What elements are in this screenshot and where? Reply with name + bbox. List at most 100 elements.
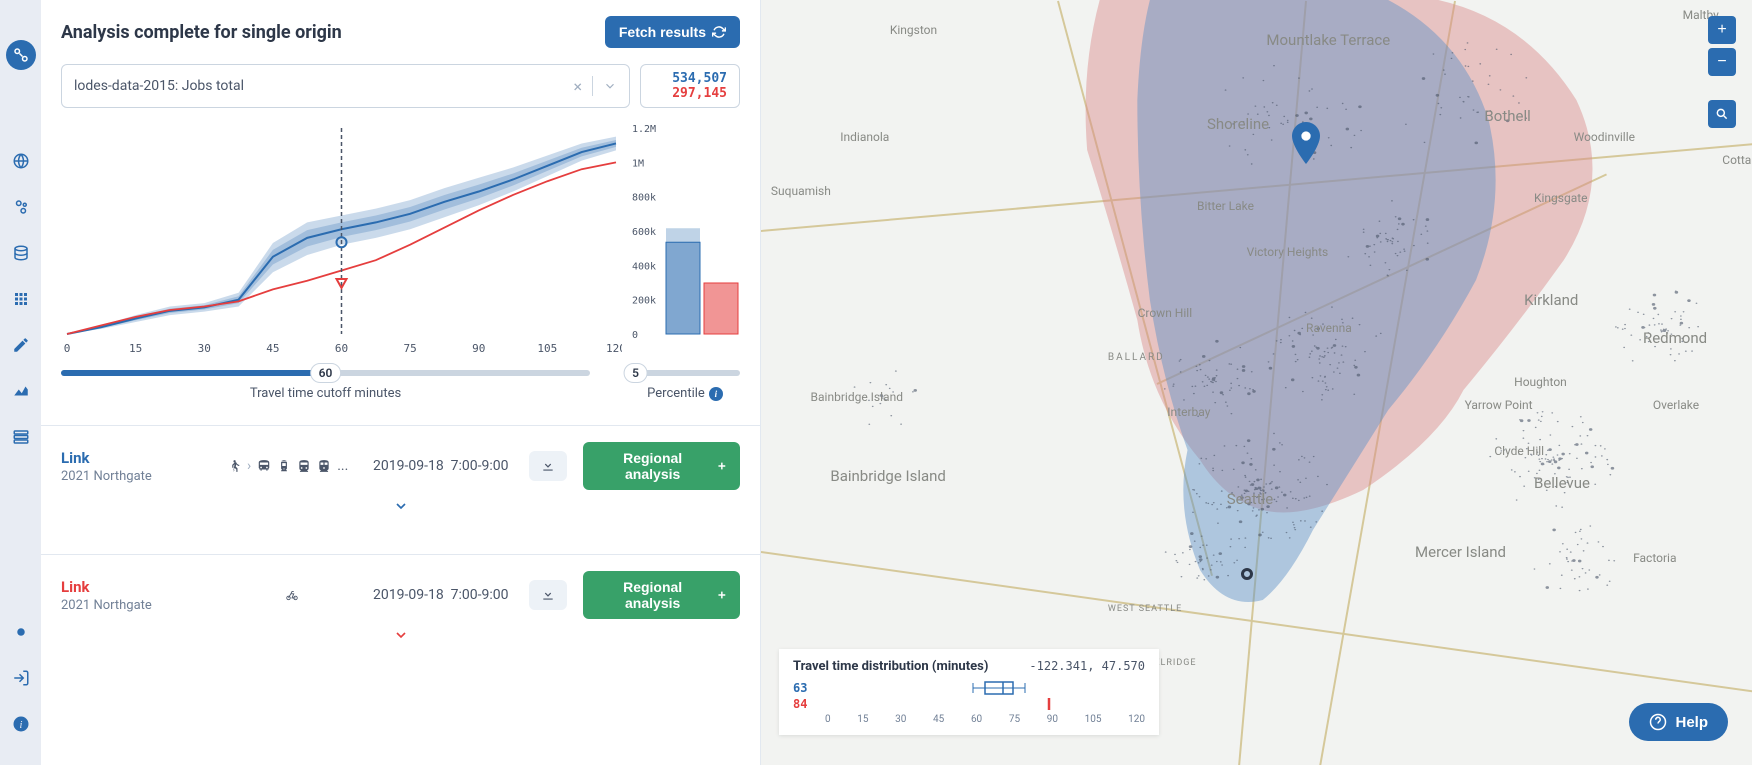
subway-icon (297, 459, 311, 473)
dataset-select[interactable]: lodes-data-2015: Jobs total × (61, 64, 630, 108)
sidebar-item-network[interactable] (6, 146, 36, 176)
analysis-panel: Analysis complete for single origin Fetc… (41, 0, 761, 765)
expand-a-button[interactable] (61, 490, 740, 526)
svg-text:1M: 1M (632, 158, 644, 169)
sidebar: i (0, 0, 41, 765)
help-button[interactable]: Help (1629, 703, 1728, 741)
refresh-icon (712, 25, 726, 39)
download-icon (541, 459, 555, 473)
zoom-in-button[interactable]: + (1708, 16, 1736, 44)
plus-icon (716, 460, 728, 472)
svg-text:90: 90 (472, 342, 485, 355)
svg-text:200k: 200k (632, 296, 656, 307)
total-b: 297,145 (653, 86, 727, 101)
scenario-b: Link 2021 Northgate 2019-09-18 7:00-9:00… (41, 555, 760, 663)
sidebar-item-servers[interactable] (6, 422, 36, 452)
scenario-a-sub: 2021 Northgate (61, 469, 211, 484)
sidebar-item-info[interactable]: i (6, 709, 36, 739)
sidebar-item-regions[interactable] (6, 40, 36, 70)
download-icon (541, 588, 555, 602)
sidebar-item-data[interactable] (6, 238, 36, 268)
chevron-down-icon (393, 498, 409, 514)
scenario-a-modes: › ... (227, 458, 357, 474)
tram-icon (277, 459, 291, 473)
sidebar-item-edit[interactable] (6, 330, 36, 360)
svg-text:0: 0 (64, 342, 71, 355)
scenario-b-title: Link (61, 578, 211, 596)
dataset-value: lodes-data-2015: Jobs total (74, 78, 244, 94)
svg-text:105: 105 (537, 342, 557, 355)
download-b-button[interactable] (529, 580, 567, 610)
svg-text:400k: 400k (632, 261, 656, 272)
percentile-value[interactable]: 5 (623, 363, 648, 383)
cumulative-chart: 0 15 30 45 60 75 90 105 120 (61, 118, 622, 362)
plus-icon (716, 589, 728, 601)
scenario-b-time: 7:00-9:00 (451, 587, 509, 603)
svg-text:800k: 800k (632, 193, 656, 204)
modes-more: ... (337, 458, 348, 474)
sidebar-item-datasets[interactable] (6, 192, 36, 222)
regional-a-button[interactable]: Regional analysis (583, 442, 740, 490)
fetch-results-label: Fetch results (619, 24, 706, 40)
destination-marker[interactable] (1241, 568, 1253, 580)
ttd-boxplot-b (825, 697, 1145, 711)
travel-time-distribution: Travel time distribution (minutes) -122.… (779, 649, 1159, 735)
total-a: 534,507 (653, 71, 727, 86)
svg-text:30: 30 (198, 342, 211, 355)
sidebar-item-record[interactable] (6, 617, 36, 647)
scenario-b-modes (227, 588, 357, 602)
map[interactable]: Kingston Mountlake Terrace Maltby Indian… (761, 0, 1752, 765)
bike-icon (285, 588, 299, 602)
percentile-slider[interactable]: 5 (630, 370, 740, 376)
svg-text:600k: 600k (632, 227, 656, 238)
svg-text:60: 60 (335, 342, 348, 355)
chevron-down-icon (393, 627, 409, 643)
percentile-label: Percentile (647, 386, 705, 401)
regional-a-label: Regional analysis (595, 450, 710, 482)
rail-icon (317, 459, 331, 473)
clear-icon[interactable]: × (573, 77, 582, 96)
time-cutoff-value[interactable]: 60 (310, 363, 342, 383)
help-label: Help (1675, 714, 1708, 731)
ttd-boxplot-a (825, 681, 1145, 695)
fetch-results-button[interactable]: Fetch results (605, 16, 740, 48)
sidebar-item-logout[interactable] (6, 663, 36, 693)
walk-icon (227, 459, 241, 473)
map-search-button[interactable] (1708, 100, 1736, 128)
totals-display: 534,507 297,145 (640, 64, 740, 108)
scenario-b-date: 2019-09-18 (373, 587, 444, 603)
ttd-title: Travel time distribution (minutes) (793, 659, 988, 674)
help-icon (1649, 713, 1667, 731)
zoom-out-button[interactable]: − (1708, 48, 1736, 76)
svg-text:0: 0 (632, 330, 638, 341)
svg-text:120: 120 (606, 342, 622, 355)
svg-text:75: 75 (403, 342, 416, 355)
download-a-button[interactable] (529, 451, 567, 481)
scenario-a: Link 2021 Northgate › ... 2019-09-18 7:0… (41, 426, 760, 534)
svg-text:i: i (19, 720, 22, 731)
time-cutoff-slider[interactable]: 60 (61, 370, 590, 376)
regional-b-button[interactable]: Regional analysis (583, 571, 740, 619)
sidebar-item-grid[interactable] (6, 284, 36, 314)
ttd-axis: 0153045607590105120 (793, 714, 1145, 725)
svg-text:45: 45 (266, 342, 279, 355)
scenario-b-sub: 2021 Northgate (61, 598, 211, 613)
svg-text:1.2M: 1.2M (632, 124, 656, 135)
sidebar-item-analysis[interactable] (6, 376, 36, 406)
time-cutoff-label: Travel time cutoff minutes (250, 386, 401, 401)
scenario-a-title: Link (61, 449, 211, 467)
chevron-down-icon[interactable] (603, 79, 617, 93)
scenario-a-time: 7:00-9:00 (451, 458, 509, 474)
ttd-b-value: 84 (793, 697, 817, 711)
scenario-a-date: 2019-09-18 (373, 458, 444, 474)
origin-marker[interactable] (1291, 122, 1321, 168)
regional-b-label: Regional analysis (595, 579, 710, 611)
ttd-coords: -122.341, 47.570 (1029, 659, 1145, 674)
page-title: Analysis complete for single origin (61, 22, 342, 43)
search-icon (1715, 107, 1729, 121)
svg-text:15: 15 (129, 342, 142, 355)
expand-b-button[interactable] (61, 619, 740, 655)
bus-icon (257, 459, 271, 473)
ttd-a-value: 63 (793, 681, 817, 695)
info-icon[interactable]: i (709, 387, 723, 401)
